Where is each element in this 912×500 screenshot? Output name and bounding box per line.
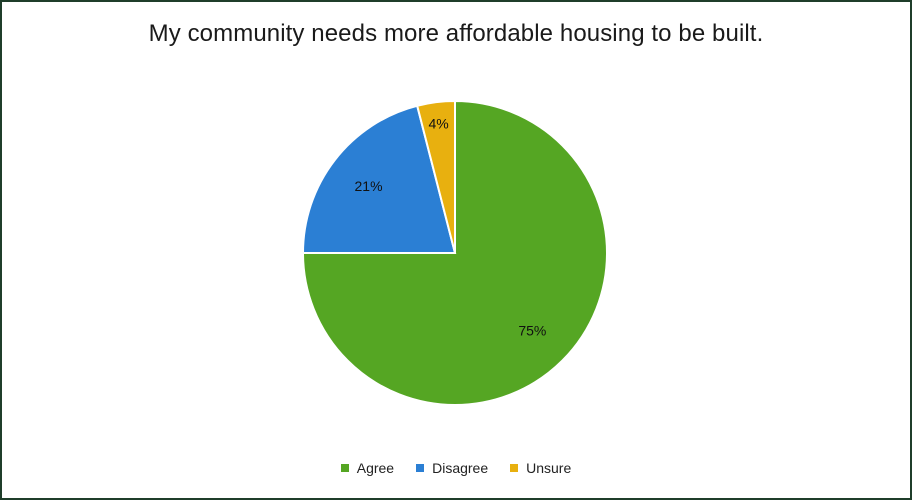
data-label-disagree: 21% [355, 178, 383, 194]
data-label-unsure: 4% [428, 115, 448, 131]
legend-swatch-agree [340, 464, 349, 472]
data-label-agree: 75% [518, 322, 546, 338]
pie-slice-agree [301, 99, 608, 406]
legend-item-agree: Agree [340, 460, 395, 476]
legend-label-disagree: Disagree [432, 460, 489, 476]
legend-swatch-unsure [510, 464, 519, 472]
legend-swatch-disagree [416, 464, 425, 472]
legend-label-agree: Agree [356, 460, 395, 476]
legend-item-disagree: Disagree [416, 460, 488, 476]
pie-slice-disagree [301, 104, 457, 254]
chart-legend: Agree Disagree Unsure [2, 460, 910, 476]
legend-label-unsure: Unsure [526, 460, 572, 476]
pie-slice-unsure [415, 99, 456, 254]
chart-title: My community needs more affordable housi… [148, 20, 764, 47]
legend-item-unsure: Unsure [510, 460, 571, 476]
